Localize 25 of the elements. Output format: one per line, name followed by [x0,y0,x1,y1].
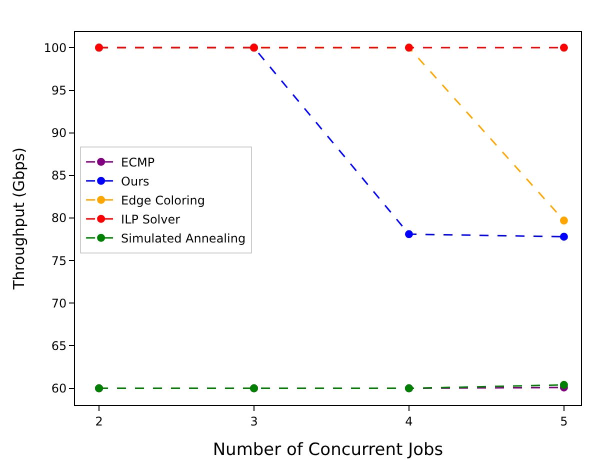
point [404,230,413,238]
y-tick-label: 90 [51,126,67,140]
y-tick-label: 75 [51,254,67,268]
y-tick-label: 100 [44,40,67,55]
point [560,232,568,241]
x-tick-label: 3 [250,414,258,428]
x-axis-title: Number of Concurrent Jobs [212,440,444,460]
y-tick-label: 70 [51,296,67,310]
y-tick-label: 85 [51,168,67,183]
legend-label: ILP Solver [121,212,180,227]
legend-label: ECMP [121,156,155,170]
x-tick-label: 4 [405,414,413,428]
legend-label: Simulated Annealing [121,232,246,246]
x-tick-label: 2 [95,414,103,428]
y-tick-label: 95 [51,83,67,98]
point [560,380,568,389]
y-axis-title: Throughput (Gbps) [10,147,28,291]
y-tick-label: 60 [51,382,67,396]
y-tick-label: 65 [51,338,67,353]
legend-label: Ours [121,174,150,189]
point [560,216,568,225]
y-tick-label: 80 [51,211,67,226]
point [560,44,568,52]
x-tick-label: 5 [560,414,568,428]
legend-label: Edge Coloring [121,194,205,208]
